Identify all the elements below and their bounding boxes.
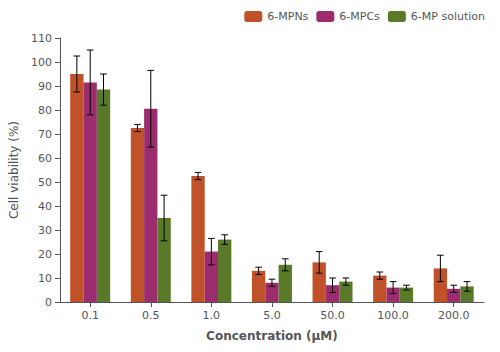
svg-text:0: 0	[45, 296, 52, 309]
svg-text:Concentration (μM): Concentration (μM)	[206, 329, 338, 343]
svg-text:0.1: 0.1	[81, 309, 99, 322]
svg-text:100: 100	[31, 56, 52, 69]
svg-text:6-MPCs: 6-MPCs	[339, 10, 380, 23]
svg-text:90: 90	[38, 80, 52, 93]
svg-text:10: 10	[38, 272, 52, 285]
svg-text:110: 110	[31, 32, 52, 45]
svg-text:20: 20	[38, 248, 52, 261]
svg-text:6-MPNs: 6-MPNs	[267, 10, 308, 23]
svg-text:40: 40	[38, 200, 52, 213]
svg-text:50: 50	[38, 176, 52, 189]
svg-text:1.0: 1.0	[203, 309, 221, 322]
svg-text:200.0: 200.0	[438, 309, 470, 322]
svg-text:0.5: 0.5	[142, 309, 160, 322]
svg-text:6-MP solution: 6-MP solution	[411, 10, 485, 23]
svg-text:Cell viability (%): Cell viability (%)	[7, 121, 21, 219]
svg-text:30: 30	[38, 224, 52, 237]
svg-text:70: 70	[38, 128, 52, 141]
svg-text:100.0: 100.0	[377, 309, 409, 322]
svg-text:50.0: 50.0	[320, 309, 345, 322]
svg-text:60: 60	[38, 152, 52, 165]
svg-text:80: 80	[38, 104, 52, 117]
svg-text:5.0: 5.0	[263, 309, 281, 322]
